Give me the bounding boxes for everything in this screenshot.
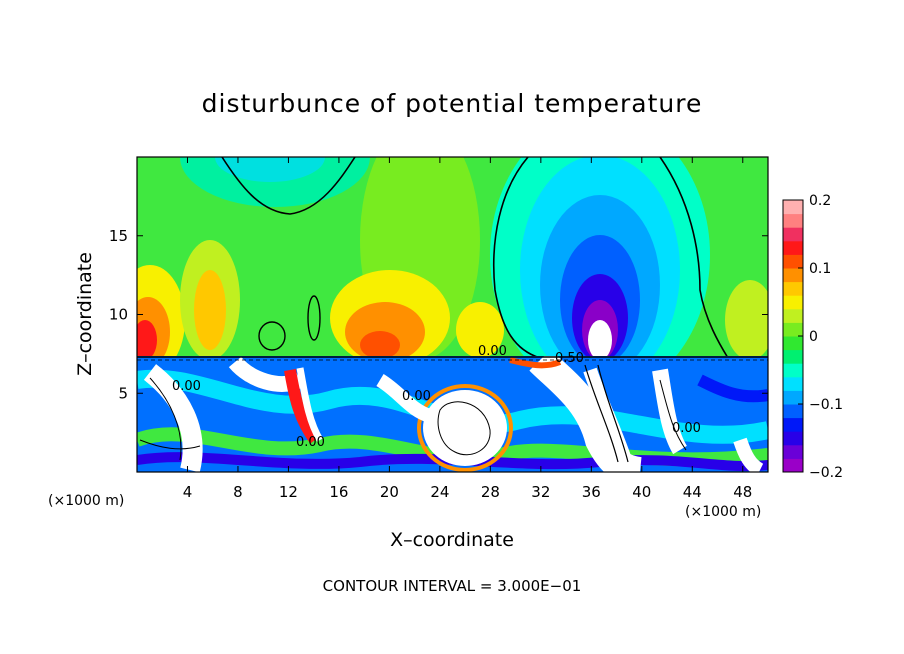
- streak-4: [143, 364, 203, 472]
- x-tick-label: 24: [430, 483, 449, 501]
- colorbar-swatch: [783, 363, 803, 378]
- colorbar-swatch: [783, 444, 803, 459]
- x-tick-label: 4: [183, 483, 193, 501]
- plot-area: [137, 157, 768, 472]
- contour-upper-left: [221, 157, 356, 215]
- contour-labels: 0.00 0.00 0.00 0.00 0.00 0.50: [172, 344, 701, 450]
- streak-13: [733, 437, 764, 472]
- colorbar-swatch: [783, 404, 803, 419]
- contour-label: 0.00: [478, 344, 507, 359]
- x-tick-label: 8: [233, 483, 243, 501]
- x-tick-label: 28: [481, 483, 500, 501]
- colorbar-swatch: [783, 308, 803, 323]
- warm-a-core: [194, 270, 226, 350]
- x-tick-label: 16: [329, 483, 348, 501]
- orange-ring-1: [417, 384, 513, 472]
- lower-contour-3: [584, 364, 619, 463]
- colorbar-swatch: [783, 240, 803, 255]
- warm-c: [456, 302, 504, 358]
- lower-contour-2: [437, 401, 491, 456]
- y-axis: 5 10 15: [109, 227, 768, 402]
- contour-loop-b: [307, 295, 321, 341]
- cold-plume-white: [588, 320, 612, 360]
- colorbar-tick-label: −0.1: [809, 397, 843, 413]
- x-unit-right: (×1000 m): [685, 504, 761, 520]
- white-eddy-1: [423, 390, 507, 466]
- colorbar-swatch: [783, 322, 803, 337]
- colorbar-swatch: [783, 295, 803, 310]
- colorbar-swatch: [783, 254, 803, 269]
- colorbar-tick-label: −0.2: [809, 465, 843, 481]
- x-tick-label: 44: [683, 483, 702, 501]
- colorbar-swatch: [783, 281, 803, 296]
- colorbar-swatch: [783, 417, 803, 432]
- warm-b-core: [360, 331, 400, 359]
- y-tick-label: 15: [109, 227, 128, 245]
- colorbar-swatch: [783, 376, 803, 391]
- streak-9: [583, 367, 632, 463]
- streak-6: [284, 369, 320, 444]
- streak-8: [529, 356, 643, 472]
- contour-label: 0.00: [402, 389, 431, 404]
- x-axis-label: X–coordinate: [390, 529, 514, 551]
- x-tick-label: 12: [279, 483, 298, 501]
- contour-label: 0.00: [296, 435, 325, 450]
- streak-12: [376, 373, 433, 423]
- x-tick-label: 40: [632, 483, 651, 501]
- lower-contour-1: [149, 377, 182, 461]
- y-axis-label: Z–coordinate: [74, 252, 96, 376]
- lower-contour-6: [659, 379, 687, 451]
- contour-interval-note: CONTOUR INTERVAL = 3.000E−01: [323, 577, 582, 595]
- contour-label: 0.00: [172, 379, 201, 394]
- lower-turbulent-layer: [137, 356, 768, 472]
- cyan-dome-left-core: [215, 157, 325, 182]
- streak-7: [296, 367, 324, 442]
- x-axis: 4 8 12 16 20 24 28 32 36 40 44 48: [183, 157, 752, 501]
- streak-11: [697, 374, 768, 403]
- colorbar-swatch: [783, 200, 803, 215]
- colorbar-swatch: [783, 227, 803, 242]
- warm-left-core: [137, 320, 157, 360]
- colorbar-swatch: [783, 349, 803, 364]
- contour-loop-a: [258, 321, 286, 351]
- lower-contour-4: [597, 364, 629, 463]
- x-tick-label: 32: [531, 483, 550, 501]
- contour-label: 0.00: [672, 421, 701, 436]
- contour-label: 0.50: [555, 351, 584, 366]
- colorbar-tick-label: 0: [809, 329, 818, 345]
- lower-contour-5: [139, 439, 201, 450]
- streak-10: [652, 368, 688, 455]
- x-tick-label: 20: [380, 483, 399, 501]
- colorbar-swatch: [783, 431, 803, 446]
- x-tick-label: 48: [733, 483, 752, 501]
- y-tick-label: 5: [118, 384, 128, 402]
- colorbar-swatch: [783, 213, 803, 228]
- colorbar-swatch: [783, 390, 803, 405]
- x-tick-label: 36: [582, 483, 601, 501]
- warm-d: [725, 280, 768, 360]
- colorbar-swatch: [783, 268, 803, 283]
- chart-title: disturbunce of potential temperature: [202, 89, 703, 118]
- y-tick-label: 10: [109, 306, 128, 324]
- colorbar-tick-label: 0.1: [809, 261, 831, 277]
- colorbar-tick-label: 0.2: [809, 193, 831, 209]
- streak-14: [509, 357, 562, 369]
- colorbar: 0.2 0.1 0 −0.1 −0.2: [782, 193, 843, 481]
- contour-upper-right: [492, 157, 729, 359]
- colorbar-swatch: [783, 336, 803, 351]
- colorbar-swatch: [783, 458, 803, 473]
- x-unit-left: (×1000 m): [48, 493, 124, 509]
